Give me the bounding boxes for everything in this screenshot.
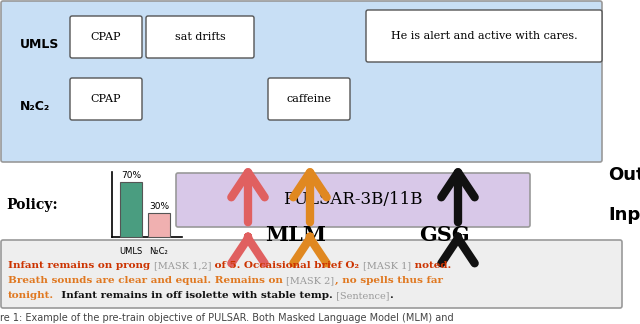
FancyBboxPatch shape: [70, 78, 142, 120]
Text: 30%: 30%: [149, 202, 169, 211]
FancyBboxPatch shape: [176, 173, 530, 227]
Text: [MASK 2]: [MASK 2]: [287, 276, 335, 285]
Text: sat drifts: sat drifts: [175, 32, 225, 42]
Text: N₂C₂: N₂C₂: [20, 100, 51, 113]
Text: He is alert and active with cares.: He is alert and active with cares.: [390, 31, 577, 41]
Text: N₂C₂: N₂C₂: [150, 247, 168, 256]
Text: Infant remains on prong: Infant remains on prong: [8, 261, 154, 270]
Text: CPAP: CPAP: [91, 32, 121, 42]
Text: tonight.: tonight.: [8, 291, 54, 300]
Text: Infant remains in off isolette with stable temp.: Infant remains in off isolette with stab…: [54, 291, 333, 300]
Text: re 1: Example of the pre-train objective of PULSAR. Both Masked Language Model (: re 1: Example of the pre-train objective…: [0, 313, 454, 323]
Text: of 5. Occaisional brief O₂: of 5. Occaisional brief O₂: [211, 261, 363, 270]
Text: caffeine: caffeine: [287, 94, 332, 104]
Text: 70%: 70%: [121, 171, 141, 180]
Bar: [148, 213, 170, 237]
FancyBboxPatch shape: [70, 16, 142, 58]
Text: GSG: GSG: [419, 225, 469, 245]
Text: Outputs: Outputs: [608, 166, 640, 184]
FancyBboxPatch shape: [146, 16, 254, 58]
Text: Inputs: Inputs: [608, 206, 640, 224]
Text: UMLS: UMLS: [120, 247, 143, 256]
FancyBboxPatch shape: [268, 78, 350, 120]
Text: [Sentence]: [Sentence]: [333, 291, 389, 300]
Text: noted.: noted.: [411, 261, 451, 270]
FancyBboxPatch shape: [1, 240, 622, 308]
FancyBboxPatch shape: [1, 1, 602, 162]
FancyBboxPatch shape: [366, 10, 602, 62]
Text: MLM: MLM: [266, 225, 326, 245]
Text: UMLS: UMLS: [20, 38, 60, 51]
Text: [MASK 1,2]: [MASK 1,2]: [154, 261, 211, 270]
Text: , no spells thus far: , no spells thus far: [335, 276, 443, 285]
Bar: [120, 182, 142, 237]
Text: PULSAR-3B/11B: PULSAR-3B/11B: [284, 191, 423, 209]
Text: CPAP: CPAP: [91, 94, 121, 104]
Text: Policy:: Policy:: [6, 198, 58, 212]
Text: .: .: [389, 291, 393, 300]
Text: Breath sounds are clear and equal. Remains on: Breath sounds are clear and equal. Remai…: [8, 276, 287, 285]
Text: [MASK 1]: [MASK 1]: [363, 261, 411, 270]
